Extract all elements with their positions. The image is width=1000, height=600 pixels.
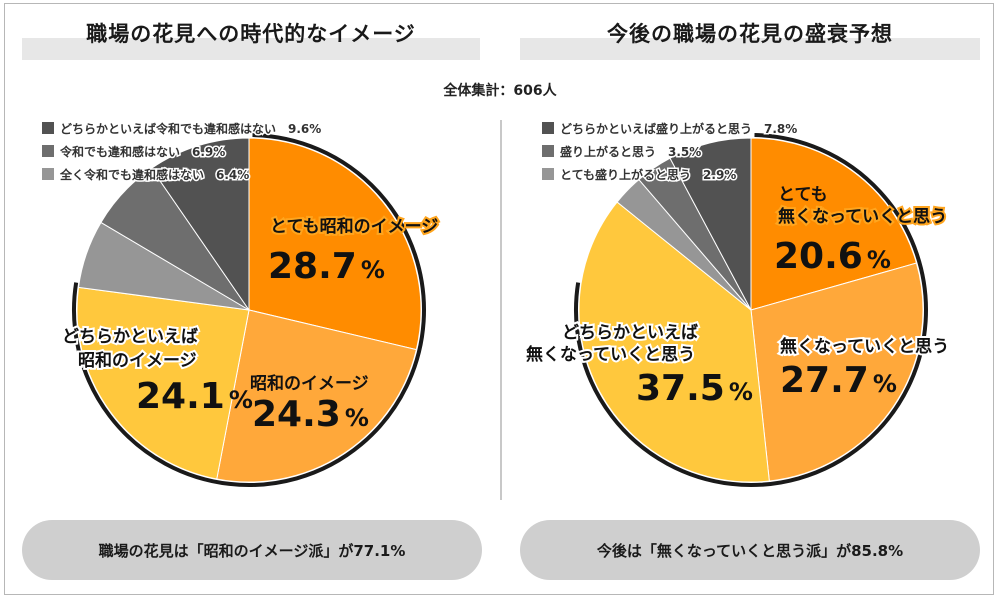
data-label-number: 20.6 bbox=[774, 236, 863, 277]
pie-slice bbox=[669, 137, 752, 311]
data-label-value: 24.3% bbox=[252, 394, 369, 435]
data-label-name: とても bbox=[778, 185, 828, 205]
data-label-name: どちらかといえば bbox=[62, 327, 198, 347]
data-label-number: 24.1 bbox=[136, 376, 225, 417]
pie-slice bbox=[750, 262, 924, 482]
right-summary-text: 今後は「無くなっていくと思う派」が85.8% bbox=[596, 541, 904, 560]
pie-slice bbox=[150, 137, 250, 312]
pie-slice bbox=[216, 309, 417, 483]
right-summary-pill: 今後は「無くなっていくと思う派」が85.8% bbox=[520, 520, 980, 580]
left-slice-labels: とても昭和のイメージ 28.7% 昭和のイメージ 24.3% どちらかといえば … bbox=[60, 215, 440, 435]
legend-swatch bbox=[42, 122, 54, 134]
data-label-number: 27.7 bbox=[780, 360, 869, 401]
data-label-value: 27.7% bbox=[780, 360, 897, 401]
legend-label: とても盛り上がると思う 2.9% bbox=[560, 167, 736, 182]
data-label-name: 無くなっていくと思う bbox=[778, 206, 947, 227]
data-label-number: 24.3 bbox=[252, 394, 341, 435]
pie-outline bbox=[574, 133, 928, 487]
legend-swatch bbox=[42, 145, 54, 157]
data-label-unit: % bbox=[729, 378, 753, 406]
data-label-unit: % bbox=[873, 370, 897, 398]
pie-slice bbox=[76, 286, 250, 480]
pie-outline bbox=[72, 133, 426, 487]
left-summary-pill: 職場の花見は「昭和のイメージ派」が77.1% bbox=[22, 520, 482, 580]
legend-label: 令和でも違和感はない 6.9% bbox=[59, 144, 225, 159]
data-label-name: 無くなっていくと思う bbox=[526, 344, 695, 365]
left-title-bar bbox=[22, 38, 480, 60]
data-label-name: とても昭和のイメージ bbox=[270, 217, 438, 237]
data-label-value: 24.1% bbox=[136, 376, 253, 417]
pie-slice bbox=[248, 137, 422, 351]
data-label-number: 28.7 bbox=[268, 246, 357, 287]
data-label-name: 無くなっていくと思う bbox=[780, 336, 949, 357]
legend-swatch bbox=[542, 145, 554, 157]
data-label-number: 37.5 bbox=[636, 368, 725, 409]
data-label-value: 20.6% bbox=[774, 236, 891, 277]
right-chart-title: 今後の職場の花見の盛衰予想 bbox=[607, 22, 893, 46]
legend-label: 全く令和でも違和感はない 6.4% bbox=[59, 167, 249, 182]
data-label-unit: % bbox=[867, 246, 891, 274]
legend-label: どちらかといえば令和でも違和感はない 9.6% bbox=[60, 121, 321, 136]
right-slice-labels: とても 無くなっていくと思う 20.6% 無くなっていくと思う 27.7% どち… bbox=[524, 185, 951, 409]
data-label-name: 昭和のイメージ bbox=[250, 374, 369, 394]
left-summary-text: 職場の花見は「昭和のイメージ派」が77.1% bbox=[98, 541, 406, 560]
legend-swatch bbox=[42, 168, 54, 180]
data-label-unit: % bbox=[345, 404, 369, 432]
data-label-name: どちらかといえば bbox=[562, 323, 698, 343]
legend-label: どちらかといえば盛り上がると思う 7.8% bbox=[560, 121, 797, 136]
data-label-unit: % bbox=[361, 256, 385, 284]
legend-swatch bbox=[542, 122, 554, 134]
right-title-bar bbox=[520, 38, 980, 60]
legend-label: 盛り上がると思う 3.5% bbox=[560, 144, 701, 159]
right-pie bbox=[574, 133, 928, 487]
data-label-name: 昭和のイメージ bbox=[78, 351, 197, 371]
data-label-value: 28.7% bbox=[268, 246, 385, 287]
total-respondents: 全体集計：606人 bbox=[443, 83, 557, 99]
data-label-unit: % bbox=[229, 386, 253, 414]
right-legend: どちらかといえば盛り上がると思う 7.8% 盛り上がると思う 3.5% とても盛… bbox=[542, 120, 799, 184]
legend-swatch bbox=[542, 168, 554, 180]
pie-slice bbox=[750, 137, 918, 311]
pie-slice bbox=[578, 201, 770, 483]
center-divider bbox=[500, 120, 502, 500]
left-chart-title: 職場の花見への時代的なイメージ bbox=[86, 22, 416, 46]
data-label-value: 37.5% bbox=[636, 368, 753, 409]
left-legend: どちらかといえば令和でも違和感はない 9.6% 令和でも違和感はない 6.9% … bbox=[42, 120, 323, 184]
left-pie bbox=[72, 133, 426, 487]
